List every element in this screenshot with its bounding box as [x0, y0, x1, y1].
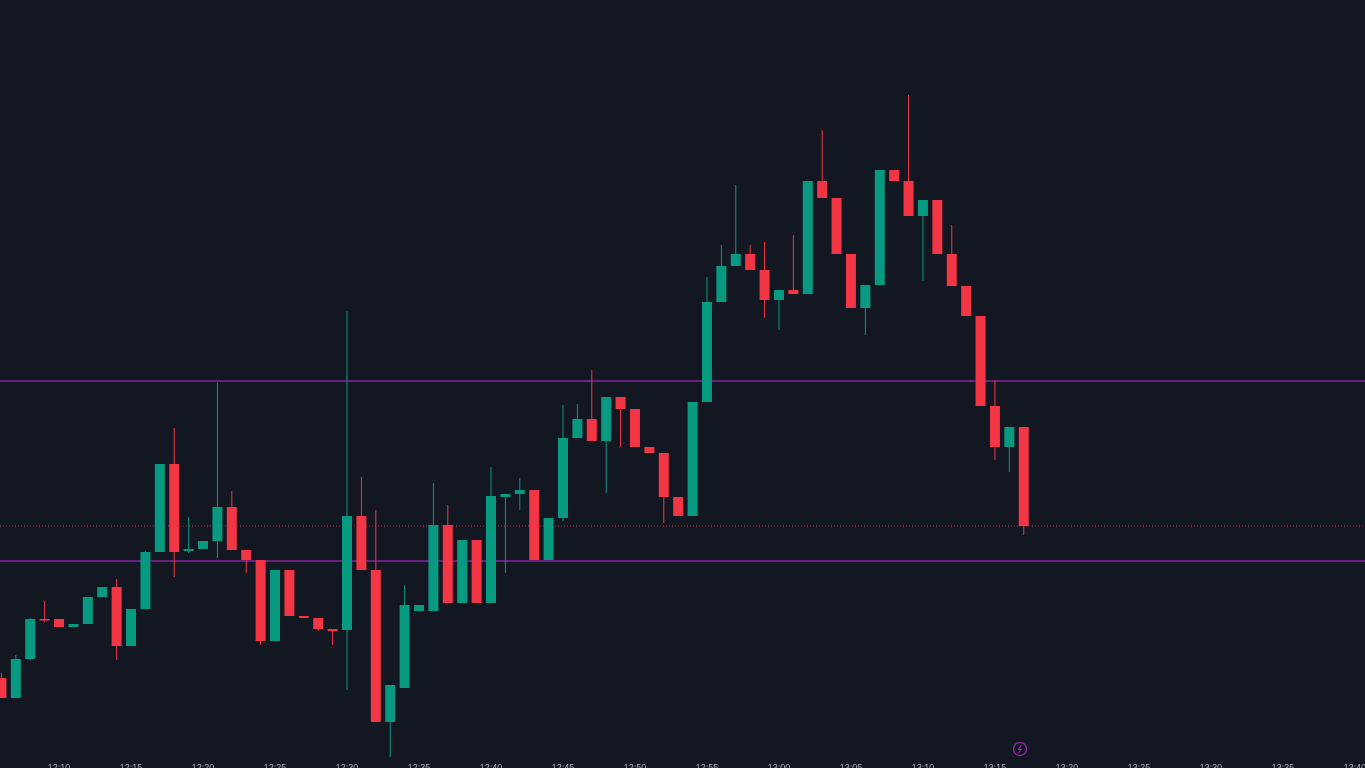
candle-body: [889, 170, 900, 181]
candle-body: [946, 254, 957, 286]
x-tick-label: 13:00: [768, 762, 791, 768]
x-tick-label: 12:55: [696, 762, 719, 768]
candle-body: [82, 597, 93, 624]
candle-body: [241, 550, 252, 560]
candle-body: [428, 525, 439, 611]
candle-body: [615, 397, 626, 409]
candle-body: [154, 464, 165, 552]
x-tick-label: 12:15: [120, 762, 143, 768]
candle-body: [658, 453, 669, 497]
candle-body: [485, 496, 496, 603]
candle-body: [557, 438, 568, 518]
candle-body: [10, 659, 21, 698]
x-tick-label: 12:45: [552, 762, 575, 768]
candle-body: [601, 397, 612, 441]
candle-body: [903, 181, 914, 216]
candle-body: [644, 447, 655, 453]
candle-body: [673, 497, 684, 516]
candle-body: [831, 198, 842, 254]
candle-body: [471, 540, 482, 603]
candle-body: [932, 200, 943, 254]
alert-icon[interactable]: [1012, 741, 1028, 757]
candle-body: [773, 290, 784, 300]
candle-body: [399, 605, 410, 688]
x-tick-label: 13:35: [1272, 762, 1295, 768]
candle-body: [543, 518, 554, 560]
candle-body: [370, 570, 381, 722]
candle-body: [1018, 427, 1029, 526]
candle-body: [716, 266, 727, 302]
candle-body: [701, 302, 712, 402]
candle-body: [961, 286, 972, 316]
candle-body: [514, 490, 525, 494]
candle-body: [586, 419, 597, 441]
candle-body: [54, 619, 65, 627]
candle-body: [39, 619, 50, 621]
candle-body: [255, 560, 266, 641]
candle-body: [529, 490, 540, 560]
candle-body: [298, 616, 309, 618]
candle-body: [687, 402, 698, 516]
candle-body: [1004, 427, 1015, 447]
candle-body: [198, 541, 209, 549]
candle-body: [845, 254, 856, 308]
candle-body: [169, 464, 180, 552]
candle-body: [140, 552, 151, 609]
candle-body: [226, 507, 237, 550]
x-tick-label: 13:10: [912, 762, 935, 768]
candle-body: [313, 618, 324, 629]
candle-body: [730, 254, 741, 266]
candle-body: [356, 516, 367, 570]
candle-body: [68, 624, 79, 627]
candle-body: [183, 549, 194, 551]
candle-body: [629, 409, 640, 447]
candle-body: [97, 587, 108, 597]
candle-body: [342, 516, 353, 630]
candle-body: [270, 570, 281, 641]
x-tick-label: 12:50: [624, 762, 647, 768]
candle-body: [284, 570, 295, 616]
candle-body: [745, 254, 756, 270]
x-tick-label: 12:25: [264, 762, 287, 768]
x-tick-label: 13:05: [840, 762, 863, 768]
x-tick-label: 13:15: [984, 762, 1007, 768]
x-tick-label: 13:30: [1200, 762, 1223, 768]
candle-body: [874, 170, 885, 285]
x-tick-label: 12:40: [480, 762, 503, 768]
candle-body: [111, 587, 122, 646]
candle-body: [25, 619, 36, 659]
x-tick-label: 13:20: [1056, 762, 1079, 768]
x-tick-label: 13:25: [1128, 762, 1151, 768]
x-tick-label: 12:10: [48, 762, 71, 768]
candle-body: [327, 629, 338, 631]
candle-body: [500, 494, 511, 497]
x-tick-label: 12:30: [336, 762, 359, 768]
candle-body: [817, 181, 828, 198]
x-tick-label: 12:35: [408, 762, 431, 768]
candle-body: [917, 200, 928, 216]
x-tick-label: 12:20: [192, 762, 215, 768]
candle-body: [989, 406, 1000, 447]
candle-body: [385, 685, 396, 722]
candle-body: [212, 507, 223, 541]
candle-body: [802, 181, 813, 294]
candle-body: [975, 316, 986, 406]
candle-body: [457, 540, 468, 603]
x-tick-label: 13:40: [1344, 762, 1365, 768]
candle-body: [0, 678, 7, 698]
candle-body: [442, 525, 453, 603]
candle-body: [572, 419, 583, 438]
candle-body: [788, 290, 799, 294]
candle-body: [414, 605, 425, 611]
candle-body: [860, 285, 871, 308]
candle-body: [126, 609, 137, 646]
candle-body: [759, 270, 770, 300]
